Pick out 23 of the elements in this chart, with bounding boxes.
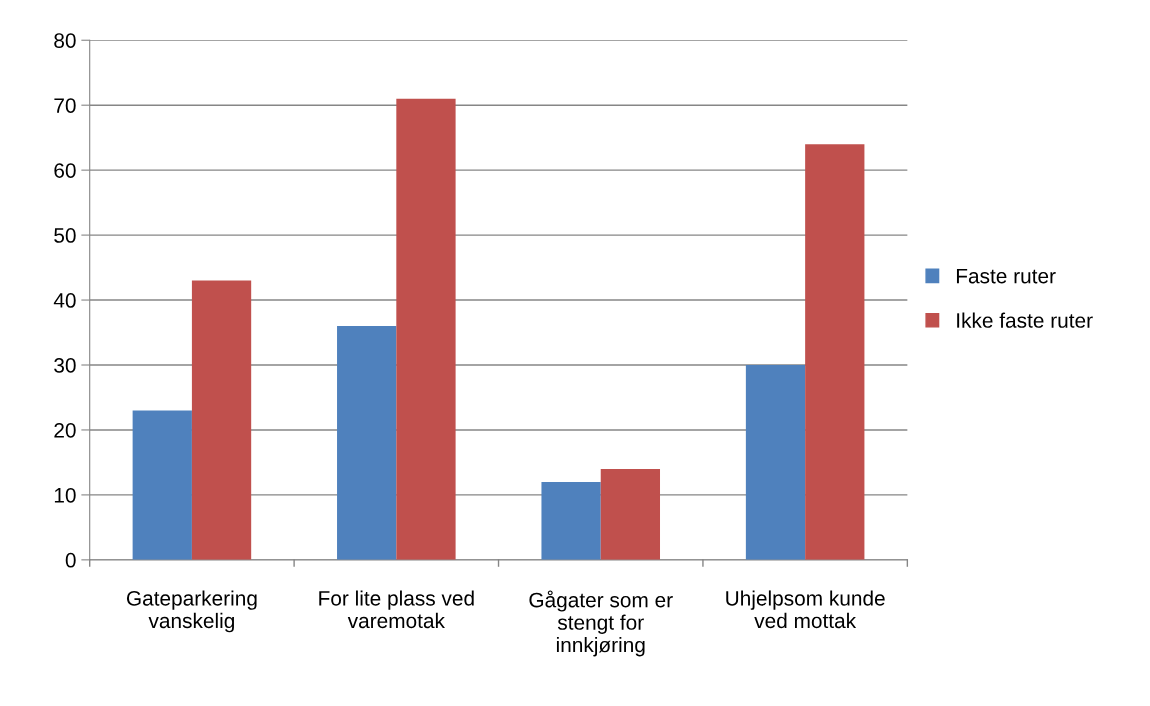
x-tick-label: Uhjelpsom kunde ved mottak: [726, 590, 885, 629]
y-tick-label: 50: [54, 228, 76, 243]
bar: [745, 365, 806, 560]
y-tick-label: 80: [54, 33, 76, 48]
bar: [337, 326, 397, 560]
bar: [541, 481, 601, 560]
y-tick-label: 0: [65, 552, 76, 568]
x-tick-label: Gågater som er stengt for innkjøring: [529, 590, 673, 657]
x-tick-label: Gateparkering vanskelig: [126, 590, 257, 633]
y-tick-label: 70: [54, 98, 76, 113]
y-tick-label: 10: [54, 487, 76, 503]
legend-label: Faste ruter: [956, 268, 1056, 284]
legend-label: Ikke faste ruter: [957, 312, 1093, 328]
bar: [805, 144, 865, 560]
bar: [600, 468, 661, 560]
bar: [191, 280, 252, 560]
y-tick-label: 30: [54, 358, 76, 373]
y-tick-label: 40: [53, 293, 76, 308]
bar: [132, 410, 192, 560]
y-tick-label: 60: [54, 163, 76, 178]
bar: [396, 98, 456, 560]
x-tick-label: For lite plass ved varemotak: [319, 590, 474, 629]
y-tick-label: 20: [54, 422, 76, 438]
